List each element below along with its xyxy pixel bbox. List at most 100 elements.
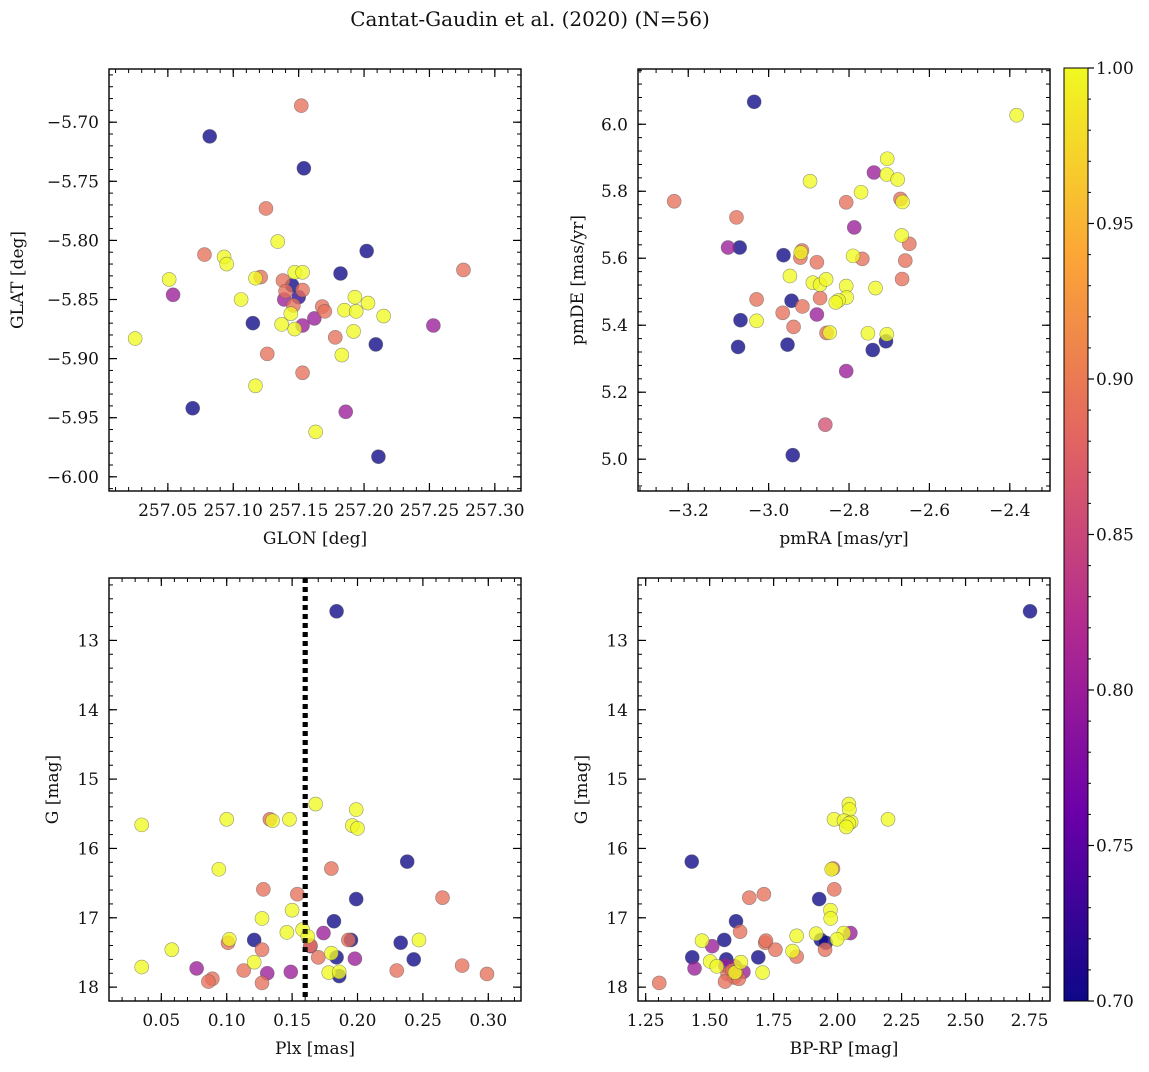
- data-point: [1022, 603, 1038, 619]
- data-point: [845, 248, 861, 264]
- data-point: [454, 958, 470, 973]
- data-point: [202, 129, 218, 144]
- data-point: [316, 925, 331, 941]
- data-point: [880, 812, 896, 827]
- y-axis-label: pmDE [mas/yr]: [568, 215, 588, 345]
- x-tick-label: 2.50: [947, 1011, 985, 1031]
- data-point: [808, 926, 824, 942]
- y-tick-label: 15: [606, 770, 628, 790]
- data-point: [222, 931, 237, 947]
- y-tick-label: 17: [77, 909, 99, 929]
- data-point: [327, 330, 343, 345]
- data-point: [795, 299, 810, 314]
- data-point: [818, 272, 834, 287]
- panel-pmra-pmde: −3.2 −3.0 −2.8 −2.6 −2.4 5.0 5.2 5.4 5.6 5.8 6.0 pm…: [568, 68, 1051, 549]
- data-point: [248, 270, 263, 286]
- data-point: [282, 812, 297, 827]
- data-point: [776, 247, 791, 263]
- data-point: [371, 449, 386, 465]
- data-point: [368, 337, 384, 352]
- x-tick-label: 1.25: [627, 1011, 665, 1031]
- y-tick-label: 16: [77, 839, 99, 859]
- data-point: [818, 417, 833, 432]
- data-point: [248, 378, 263, 394]
- x-tick-label: 257.25: [400, 501, 459, 521]
- data-point: [333, 266, 348, 281]
- x-tick-label: 0.25: [404, 1011, 442, 1031]
- data-point: [254, 942, 270, 957]
- y-tick-label: 6.0: [601, 115, 628, 135]
- data-point: [838, 194, 854, 210]
- colorbar-tick-label: 0.75: [1096, 837, 1134, 857]
- data-point: [809, 254, 825, 270]
- panel-glon-glat: 257.05 257.10 257.15 257.20 257.25 257.30 −5.7…: [8, 68, 525, 549]
- data-point: [254, 975, 270, 991]
- data-point: [812, 290, 828, 306]
- colorbar-tick-label: 0.85: [1096, 526, 1134, 546]
- data-point: [782, 268, 798, 284]
- data-point: [346, 324, 361, 339]
- y-axis-label: G [mag]: [43, 755, 63, 824]
- data-point: [290, 886, 305, 902]
- data-point: [245, 315, 261, 331]
- data-point: [233, 292, 249, 307]
- data-point: [219, 256, 235, 272]
- data-point: [717, 974, 733, 989]
- data-point: [823, 911, 838, 926]
- data-point: [295, 265, 310, 280]
- data-point: [236, 963, 252, 978]
- y-tick-label: −5.80: [47, 231, 99, 251]
- data-point: [295, 282, 310, 298]
- data-point: [254, 911, 270, 926]
- data-point: [293, 98, 309, 113]
- x-tick-label: 257.20: [334, 501, 393, 521]
- data-point: [399, 854, 415, 869]
- x-tick-label: 257.15: [269, 501, 328, 521]
- colorbar-tick-label: 0.95: [1096, 215, 1134, 235]
- colorbar-tick-label: 0.90: [1096, 370, 1134, 390]
- data-point: [360, 295, 376, 311]
- data-point: [348, 304, 364, 319]
- data-point: [411, 932, 427, 948]
- data-point: [879, 326, 895, 342]
- data-point: [308, 424, 323, 440]
- data-point: [829, 931, 845, 947]
- y-tick-label: 5.0: [601, 450, 628, 470]
- data-point: [775, 305, 791, 321]
- x-tick-label: −3.0: [748, 501, 789, 521]
- data-point: [839, 819, 854, 835]
- data-point: [246, 932, 262, 948]
- x-tick-label: 0.10: [208, 1011, 246, 1031]
- data-point: [334, 347, 350, 363]
- data-point: [865, 342, 881, 358]
- data-point: [894, 271, 910, 287]
- y-axis-label: GLAT [deg]: [8, 231, 28, 329]
- data-point: [651, 975, 667, 991]
- data-point: [895, 194, 910, 210]
- data-point: [359, 243, 374, 259]
- x-tick-label: −3.2: [668, 501, 709, 521]
- data-point: [347, 951, 363, 967]
- y-tick-label: 18: [77, 978, 99, 998]
- data-point: [161, 272, 177, 287]
- data-point: [265, 813, 280, 829]
- data-point: [165, 287, 181, 303]
- data-point: [324, 861, 339, 876]
- y-tick-label: −5.90: [47, 350, 99, 370]
- x-tick-label: 2.25: [883, 1011, 921, 1031]
- data-point: [456, 262, 471, 278]
- colorbar-tick-label: 0.80: [1096, 681, 1134, 701]
- data-point: [822, 325, 838, 340]
- colorbar: 0.70 0.75 0.80 0.85 0.90 0.95 1.00: [1063, 59, 1134, 1012]
- data-point: [284, 902, 300, 918]
- data-point: [785, 943, 800, 959]
- y-tick-label: 17: [606, 909, 628, 929]
- data-point: [666, 193, 682, 209]
- data-point: [897, 253, 913, 268]
- data-point: [793, 245, 809, 260]
- data-point: [331, 964, 347, 980]
- data-point: [134, 959, 149, 975]
- data-point: [824, 861, 840, 877]
- data-point: [350, 821, 365, 836]
- y-tick-label: 14: [606, 701, 628, 721]
